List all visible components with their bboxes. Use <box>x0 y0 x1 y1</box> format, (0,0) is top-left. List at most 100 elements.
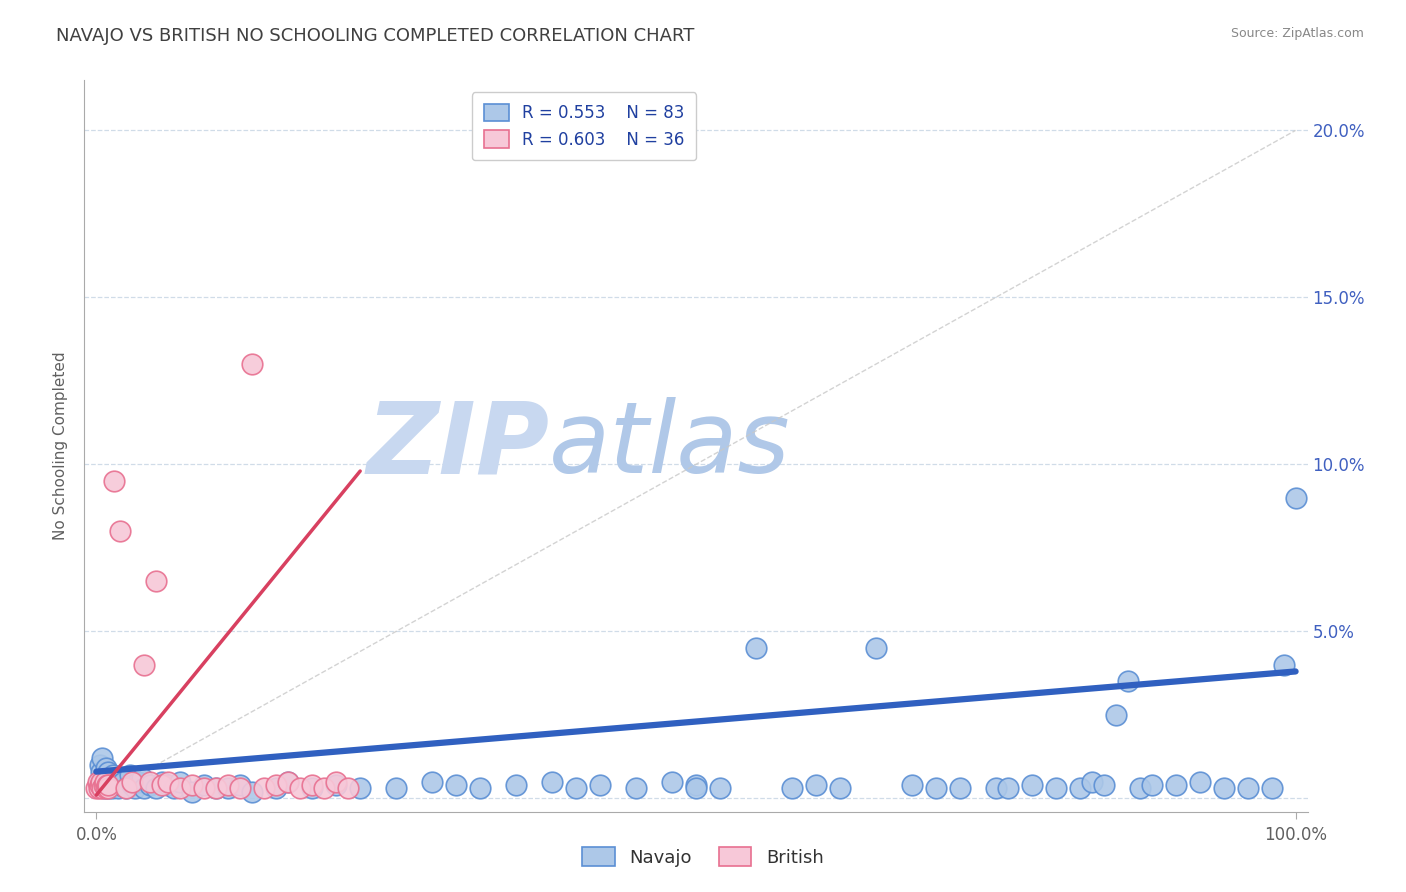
Point <box>1188 774 1211 789</box>
Point <box>253 781 276 796</box>
Point <box>107 781 129 796</box>
Point <box>86 781 108 796</box>
Point <box>229 781 252 796</box>
Point <box>264 781 287 796</box>
Point <box>229 778 252 792</box>
Point <box>468 781 491 796</box>
Point <box>949 781 972 796</box>
Point <box>193 778 215 792</box>
Point <box>865 641 887 656</box>
Point <box>1260 781 1282 796</box>
Point <box>301 781 323 796</box>
Point <box>277 774 299 789</box>
Point <box>420 774 443 789</box>
Point <box>901 778 924 792</box>
Point <box>93 781 115 796</box>
Point <box>121 774 143 789</box>
Legend: R = 0.553    N = 83, R = 0.603    N = 36: R = 0.553 N = 83, R = 0.603 N = 36 <box>472 92 696 161</box>
Point <box>685 778 707 792</box>
Text: atlas: atlas <box>550 398 790 494</box>
Text: ZIP: ZIP <box>366 398 550 494</box>
Point <box>111 774 134 789</box>
Point <box>685 781 707 796</box>
Point <box>1105 707 1128 722</box>
Point <box>115 781 138 796</box>
Point <box>127 774 149 789</box>
Point <box>101 768 124 782</box>
Point <box>87 774 110 789</box>
Point <box>290 781 312 796</box>
Point <box>1045 781 1067 796</box>
Point <box>1284 491 1306 505</box>
Point <box>1080 774 1102 789</box>
Point <box>110 778 132 792</box>
Point <box>104 772 127 786</box>
Point <box>240 785 263 799</box>
Point <box>301 778 323 792</box>
Point <box>91 772 114 786</box>
Point <box>277 774 299 789</box>
Point <box>828 781 851 796</box>
Point <box>93 768 117 782</box>
Point <box>349 781 371 796</box>
Point <box>139 778 162 792</box>
Point <box>804 778 827 792</box>
Point <box>181 785 204 799</box>
Point <box>984 781 1007 796</box>
Point <box>103 474 125 488</box>
Point <box>205 781 228 796</box>
Point <box>385 781 408 796</box>
Legend: Navajo, British: Navajo, British <box>575 840 831 874</box>
Point <box>89 778 111 792</box>
Point <box>150 774 173 789</box>
Point <box>1021 778 1043 792</box>
Point <box>925 781 948 796</box>
Point <box>90 774 112 789</box>
Point <box>1129 781 1152 796</box>
Point <box>96 774 118 789</box>
Point <box>97 764 120 779</box>
Point <box>1236 781 1258 796</box>
Point <box>217 778 239 792</box>
Point <box>997 781 1019 796</box>
Point <box>90 764 112 779</box>
Point <box>86 774 108 789</box>
Point <box>94 778 117 792</box>
Point <box>661 774 683 789</box>
Point <box>96 778 118 792</box>
Point <box>134 781 156 796</box>
Point <box>565 781 588 796</box>
Point <box>139 774 162 789</box>
Point <box>157 774 180 789</box>
Point <box>163 781 186 796</box>
Point <box>89 758 111 772</box>
Point <box>589 778 612 792</box>
Point <box>1140 778 1163 792</box>
Y-axis label: No Schooling Completed: No Schooling Completed <box>53 351 69 541</box>
Point <box>101 781 124 796</box>
Point <box>1164 778 1187 792</box>
Point <box>541 774 564 789</box>
Point <box>205 781 228 796</box>
Point <box>193 781 215 796</box>
Point <box>103 778 125 792</box>
Point <box>97 781 120 796</box>
Point <box>124 781 146 796</box>
Point <box>94 761 117 775</box>
Point <box>1092 778 1115 792</box>
Point <box>325 778 347 792</box>
Point <box>181 778 204 792</box>
Point <box>87 781 110 796</box>
Point <box>157 778 180 792</box>
Point <box>169 781 191 796</box>
Point <box>93 774 117 789</box>
Point <box>91 781 114 796</box>
Point <box>444 778 467 792</box>
Point <box>325 774 347 789</box>
Point <box>97 781 120 796</box>
Point <box>169 774 191 789</box>
Point <box>115 781 138 796</box>
Point <box>624 781 647 796</box>
Point <box>145 574 167 589</box>
Point <box>505 778 527 792</box>
